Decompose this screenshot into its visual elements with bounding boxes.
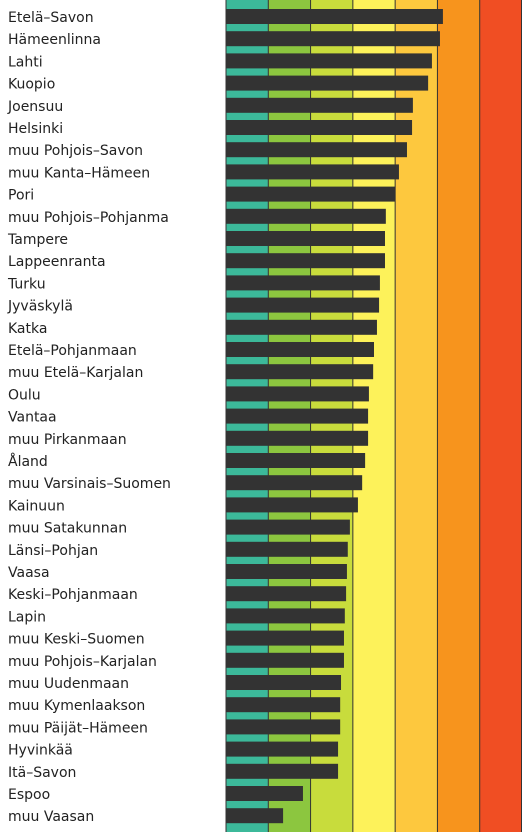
y-tick-label: Länsi–Pohjan	[8, 543, 98, 559]
bar	[226, 564, 347, 579]
y-tick-label: Joensuu	[7, 99, 63, 115]
bar	[226, 164, 399, 180]
y-tick-label: Itä–Savon	[8, 765, 76, 781]
bar	[226, 364, 374, 380]
y-tick-label: muu Pohjois–Savon	[8, 143, 143, 159]
bar	[226, 719, 341, 735]
y-tick-label: muu Etelä–Karjalan	[8, 365, 143, 381]
y-tick-label: Vantaa	[8, 410, 57, 426]
y-tick-label: muu Pirkanmaan	[8, 432, 127, 448]
bar	[226, 808, 284, 824]
bar	[226, 519, 350, 535]
bar	[226, 75, 429, 91]
y-tick-label: muu Kymenlaakson	[8, 698, 145, 714]
band	[437, 0, 480, 832]
y-tick-label: Turku	[7, 276, 46, 292]
y-tick-label: Helsinki	[8, 121, 63, 137]
bar	[226, 786, 303, 801]
y-tick-label: Etelä–Savon	[8, 10, 94, 26]
y-tick-label: Lahti	[8, 54, 43, 70]
y-tick-label: Åland	[8, 453, 48, 470]
bar	[226, 475, 363, 491]
bar	[226, 31, 440, 47]
bar	[226, 630, 344, 646]
y-tick-label: muu Kanta–Hämeen	[8, 165, 150, 181]
bar	[226, 763, 339, 779]
bar	[226, 697, 341, 713]
y-tick-label: muu Uudenmaan	[8, 676, 129, 692]
y-tick-label: Etelä–Pohjanmaan	[8, 343, 137, 359]
y-tick-label: Hyvinkää	[8, 743, 73, 759]
y-tick-label: Tampere	[7, 232, 68, 248]
y-tick-label: Hämeenlinna	[8, 32, 101, 48]
bar	[226, 9, 443, 24]
y-tick-label: muu Päijät–Hämeen	[8, 720, 148, 736]
y-tick-label: Keski–Pohjanmaan	[8, 587, 138, 603]
y-tick-label: Pori	[8, 188, 34, 204]
y-tick-label: muu Varsinais–Suomen	[8, 476, 171, 492]
bar	[226, 408, 369, 424]
bar	[226, 120, 413, 135]
y-tick-label: Katka	[8, 321, 47, 337]
bar	[226, 97, 413, 113]
bar	[226, 186, 396, 202]
bar	[226, 253, 385, 269]
bar	[226, 386, 369, 402]
bar	[226, 453, 366, 468]
y-tick-label: muu Keski–Suomen	[8, 632, 145, 648]
y-tick-label: Espoo	[8, 787, 50, 803]
y-tick-label: Vaasa	[8, 565, 50, 581]
y-tick-label: Oulu	[8, 387, 41, 403]
bar	[226, 319, 377, 335]
bar	[226, 342, 374, 357]
bar	[226, 497, 358, 513]
bar	[226, 675, 342, 690]
bar	[226, 608, 345, 624]
y-tick-label: Kainuun	[8, 498, 65, 514]
y-tick-label: Jyväskylä	[7, 299, 73, 315]
y-tick-label: muu Vaasan	[8, 809, 94, 825]
y-tick-label: Lappeenranta	[8, 254, 106, 270]
bar	[226, 231, 385, 246]
y-tick-label: muu Pohjois–Karjalan	[8, 654, 157, 670]
band	[479, 0, 522, 832]
band	[395, 0, 438, 832]
bar	[226, 586, 347, 602]
y-tick-label: Kuopio	[8, 77, 55, 93]
bar	[226, 275, 380, 291]
bar	[226, 297, 380, 313]
bar	[226, 541, 348, 557]
y-tick-label: Lapin	[8, 609, 46, 625]
bar	[226, 741, 339, 757]
y-tick-label: muu Satakunnan	[8, 521, 127, 537]
bar	[226, 53, 432, 69]
y-tick-label: muu Pohjois–Pohjanma	[8, 210, 169, 226]
bar	[226, 142, 407, 158]
bar	[226, 208, 386, 224]
bar	[226, 430, 369, 446]
bar	[226, 652, 344, 668]
